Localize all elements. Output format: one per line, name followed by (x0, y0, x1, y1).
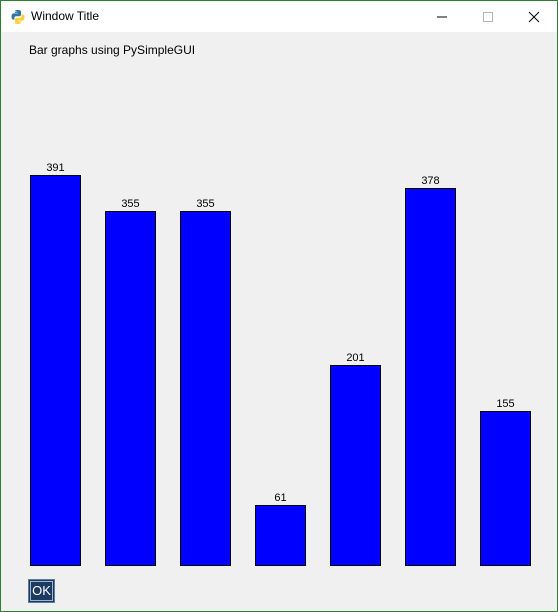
bar-0 (30, 175, 81, 566)
window-title: Window Title (31, 9, 100, 23)
maximize-icon (483, 12, 493, 22)
maximize-button[interactable] (465, 1, 511, 32)
close-icon (528, 11, 540, 23)
bar-4 (330, 365, 381, 566)
page-heading: Bar graphs using PySimpleGUI (29, 43, 196, 57)
bar-value-label-0: 391 (46, 162, 64, 174)
ok-button[interactable]: OK (28, 579, 55, 603)
bar-1 (105, 211, 156, 566)
python-logo-icon (10, 9, 26, 25)
bar-value-label-2: 355 (196, 198, 214, 210)
bar-2 (180, 211, 231, 566)
minimize-icon (437, 16, 447, 18)
close-button[interactable] (511, 1, 557, 32)
minimize-button[interactable] (419, 1, 465, 32)
bar-3 (255, 505, 306, 566)
bar-value-label-3: 61 (274, 492, 286, 504)
bar-value-label-5: 378 (421, 175, 439, 187)
bar-graph: 391 355 355 61 201 378 155 (30, 162, 531, 566)
title-bar[interactable]: Window Title (1, 1, 557, 32)
bar-6 (480, 411, 531, 566)
bar-value-label-6: 155 (496, 398, 514, 410)
bar-value-label-4: 201 (346, 352, 364, 364)
bar-5 (405, 188, 456, 566)
bar-value-label-1: 355 (121, 198, 139, 210)
